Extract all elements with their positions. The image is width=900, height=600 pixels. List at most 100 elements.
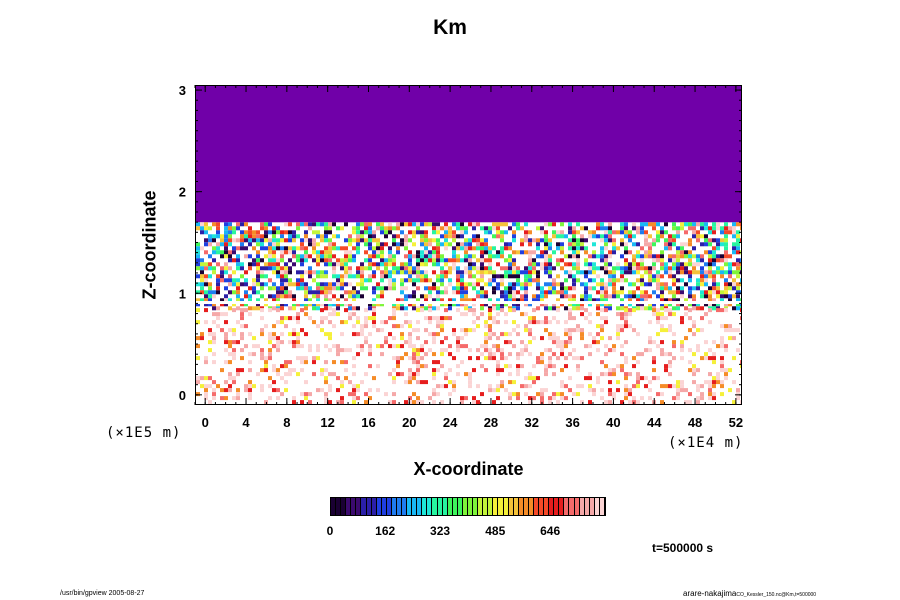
field-cell (724, 302, 728, 307)
field-cell (320, 270, 324, 275)
field-cell (604, 400, 608, 404)
field-cell (284, 388, 288, 393)
chart-title: Km (433, 16, 467, 39)
field-cell (288, 230, 292, 235)
field-cell (456, 308, 460, 313)
field-cell (232, 278, 236, 283)
field-cell (492, 302, 496, 307)
field-cell (400, 290, 404, 295)
field-cell (384, 274, 388, 279)
field-cell (628, 250, 632, 255)
field-cell (360, 270, 364, 275)
field-cell (488, 348, 492, 353)
field-cell (588, 384, 592, 389)
field-cell (652, 262, 656, 267)
field-cell (308, 348, 312, 353)
field-cell (688, 238, 692, 243)
field-cell (680, 316, 684, 321)
field-cell (268, 356, 272, 361)
field-cell (656, 258, 660, 263)
field-cell (588, 262, 592, 267)
field-cell (600, 388, 604, 393)
field-cell (672, 266, 676, 271)
field-cell (500, 222, 504, 227)
field-cell (700, 396, 704, 401)
field-cell (232, 290, 236, 295)
field-cell (636, 250, 640, 255)
field-cell (460, 294, 464, 299)
field-cell (708, 254, 712, 259)
field-cell (480, 274, 484, 279)
field-cell (660, 226, 664, 231)
field-cell (576, 242, 580, 247)
field-cell (676, 234, 680, 239)
field-cell (248, 266, 252, 271)
field-cell (408, 262, 412, 267)
field-cell (204, 294, 208, 299)
field-cell (644, 376, 648, 381)
field-cell (640, 226, 644, 231)
field-cell (692, 302, 696, 307)
field-cell (244, 254, 248, 259)
field-cell (296, 302, 300, 307)
field-cell (456, 340, 460, 345)
field-cell (348, 302, 352, 307)
field-cell (548, 306, 552, 311)
field-cell (632, 384, 636, 389)
x-tick-label: 20 (402, 415, 416, 430)
field-cell (392, 278, 396, 283)
field-cell (248, 384, 252, 389)
field-cell (344, 254, 348, 259)
field-cell (500, 266, 504, 271)
field-cell (236, 388, 240, 393)
footer-author: arare-nakajima (683, 589, 737, 598)
field-cell (348, 306, 352, 311)
field-cell (460, 336, 464, 341)
field-cell (228, 352, 232, 357)
field-cell (360, 328, 364, 333)
field-cell (572, 306, 576, 311)
field-cell (628, 238, 632, 243)
field-cell (604, 266, 608, 271)
field-cell (260, 356, 264, 361)
field-cell (392, 392, 396, 397)
field-cell (364, 226, 368, 231)
field-cell (460, 246, 464, 251)
field-cell (396, 302, 400, 307)
field-cell (552, 396, 556, 401)
field-cell (532, 278, 536, 283)
field-cell (660, 384, 664, 389)
field-cell (568, 312, 572, 317)
field-cell (496, 282, 500, 287)
field-cell (236, 238, 240, 243)
field-cell (568, 286, 572, 291)
field-cell (332, 312, 336, 317)
field-cell (252, 290, 256, 295)
field-cell (596, 298, 600, 303)
field-cell (644, 348, 648, 353)
field-cell (388, 250, 392, 255)
field-cell (456, 278, 460, 283)
field-cell (264, 360, 268, 365)
field-cell (516, 364, 520, 369)
field-cell (728, 262, 732, 267)
field-cell (208, 302, 212, 307)
field-cell (308, 400, 312, 404)
field-cell (432, 372, 436, 377)
field-cell (496, 302, 500, 307)
field-cell (300, 238, 304, 243)
field-cell (504, 242, 508, 247)
field-cell (524, 376, 528, 381)
field-cell (520, 282, 524, 287)
field-cell (212, 302, 216, 307)
field-cell (696, 328, 700, 333)
field-cell (416, 364, 420, 369)
field-cell (496, 364, 500, 369)
field-cell (380, 254, 384, 259)
field-cell (208, 274, 212, 279)
field-cell (260, 286, 264, 291)
field-cell (720, 364, 724, 369)
field-cell (388, 344, 392, 349)
colorbar-tick-label: 162 (375, 524, 396, 538)
field-cell (232, 356, 236, 361)
